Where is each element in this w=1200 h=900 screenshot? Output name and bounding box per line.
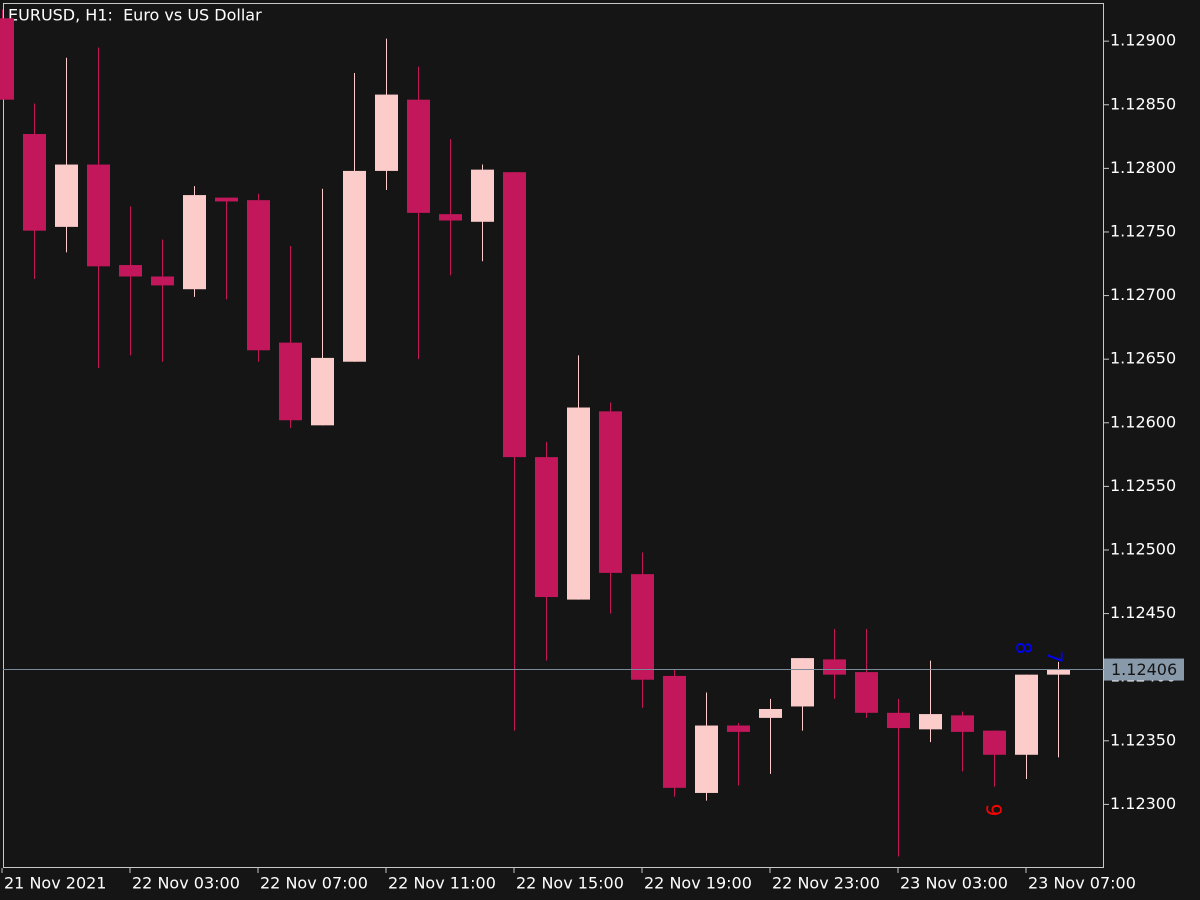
y-tick-label: 1.12900: [1110, 31, 1176, 50]
x-tick-label: 23 Nov 03:00: [900, 874, 1008, 893]
candle-body: [439, 214, 462, 221]
x-tick-label: 21 Nov 2021: [4, 874, 106, 893]
x-tick-label: 22 Nov 19:00: [644, 874, 752, 893]
candle-body: [55, 164, 78, 227]
y-tick-label: 1.12450: [1110, 603, 1176, 622]
plot-frame: [3, 3, 1104, 868]
candle-body: [631, 574, 654, 680]
candle-body: [791, 658, 814, 707]
candle-body: [855, 672, 878, 713]
candle-body: [663, 675, 686, 788]
annotation: 7: [1043, 651, 1067, 664]
y-tick-label: 1.12800: [1110, 158, 1176, 177]
x-tick-label: 22 Nov 07:00: [260, 874, 368, 893]
x-tick-label: 22 Nov 03:00: [132, 874, 240, 893]
candle-body: [919, 714, 942, 730]
y-tick-label: 1.12500: [1110, 539, 1176, 558]
candle-body: [87, 164, 110, 267]
candle-body: [503, 172, 526, 458]
x-tick-label: 23 Nov 07:00: [1028, 874, 1136, 893]
candle-body: [279, 342, 302, 421]
candle-body: [343, 170, 366, 362]
y-tick-label: 1.12600: [1110, 412, 1176, 431]
candle-body: [23, 134, 46, 231]
candle-body: [375, 94, 398, 171]
candle-body: [1015, 674, 1038, 755]
candle-body: [247, 200, 270, 351]
candle-body: [983, 730, 1006, 755]
candle-body: [215, 197, 238, 202]
candle-body: [823, 659, 846, 675]
x-tick-label: 22 Nov 11:00: [388, 874, 496, 893]
price-label: 1.12406: [1111, 660, 1177, 679]
candle-body: [951, 715, 974, 732]
annotation: 9: [982, 804, 1006, 817]
y-tick-label: 1.12850: [1110, 94, 1176, 113]
candle-body: [599, 411, 622, 573]
candle-body: [151, 276, 174, 286]
candle-body: [1047, 669, 1070, 675]
candle-body: [567, 407, 590, 600]
candle-body: [471, 169, 494, 222]
candle-body: [887, 712, 910, 729]
chart-title: EURUSD, H1: Euro vs US Dollar: [8, 6, 262, 25]
y-tick-label: 1.12550: [1110, 476, 1176, 495]
candle-body: [119, 265, 142, 277]
y-tick-label: 1.12300: [1110, 794, 1176, 813]
price-label-box: [1104, 658, 1184, 681]
candle-body: [727, 725, 750, 732]
candle-body: [535, 457, 558, 598]
x-tick-label: 22 Nov 23:00: [772, 874, 880, 893]
y-tick-label: 1.12700: [1110, 285, 1176, 304]
y-tick-label: 1.12750: [1110, 221, 1176, 240]
annotation: 8: [1012, 642, 1036, 655]
candle-body: [183, 195, 206, 290]
candle-body: [407, 99, 430, 213]
candle-body: [695, 725, 718, 793]
candle-body: [759, 708, 782, 718]
y-tick-label: 1.12650: [1110, 349, 1176, 368]
candle-body: [0, 18, 14, 100]
candle-body: [311, 357, 334, 426]
y-tick-label: 1.12350: [1110, 730, 1176, 749]
x-tick-label: 22 Nov 15:00: [516, 874, 624, 893]
